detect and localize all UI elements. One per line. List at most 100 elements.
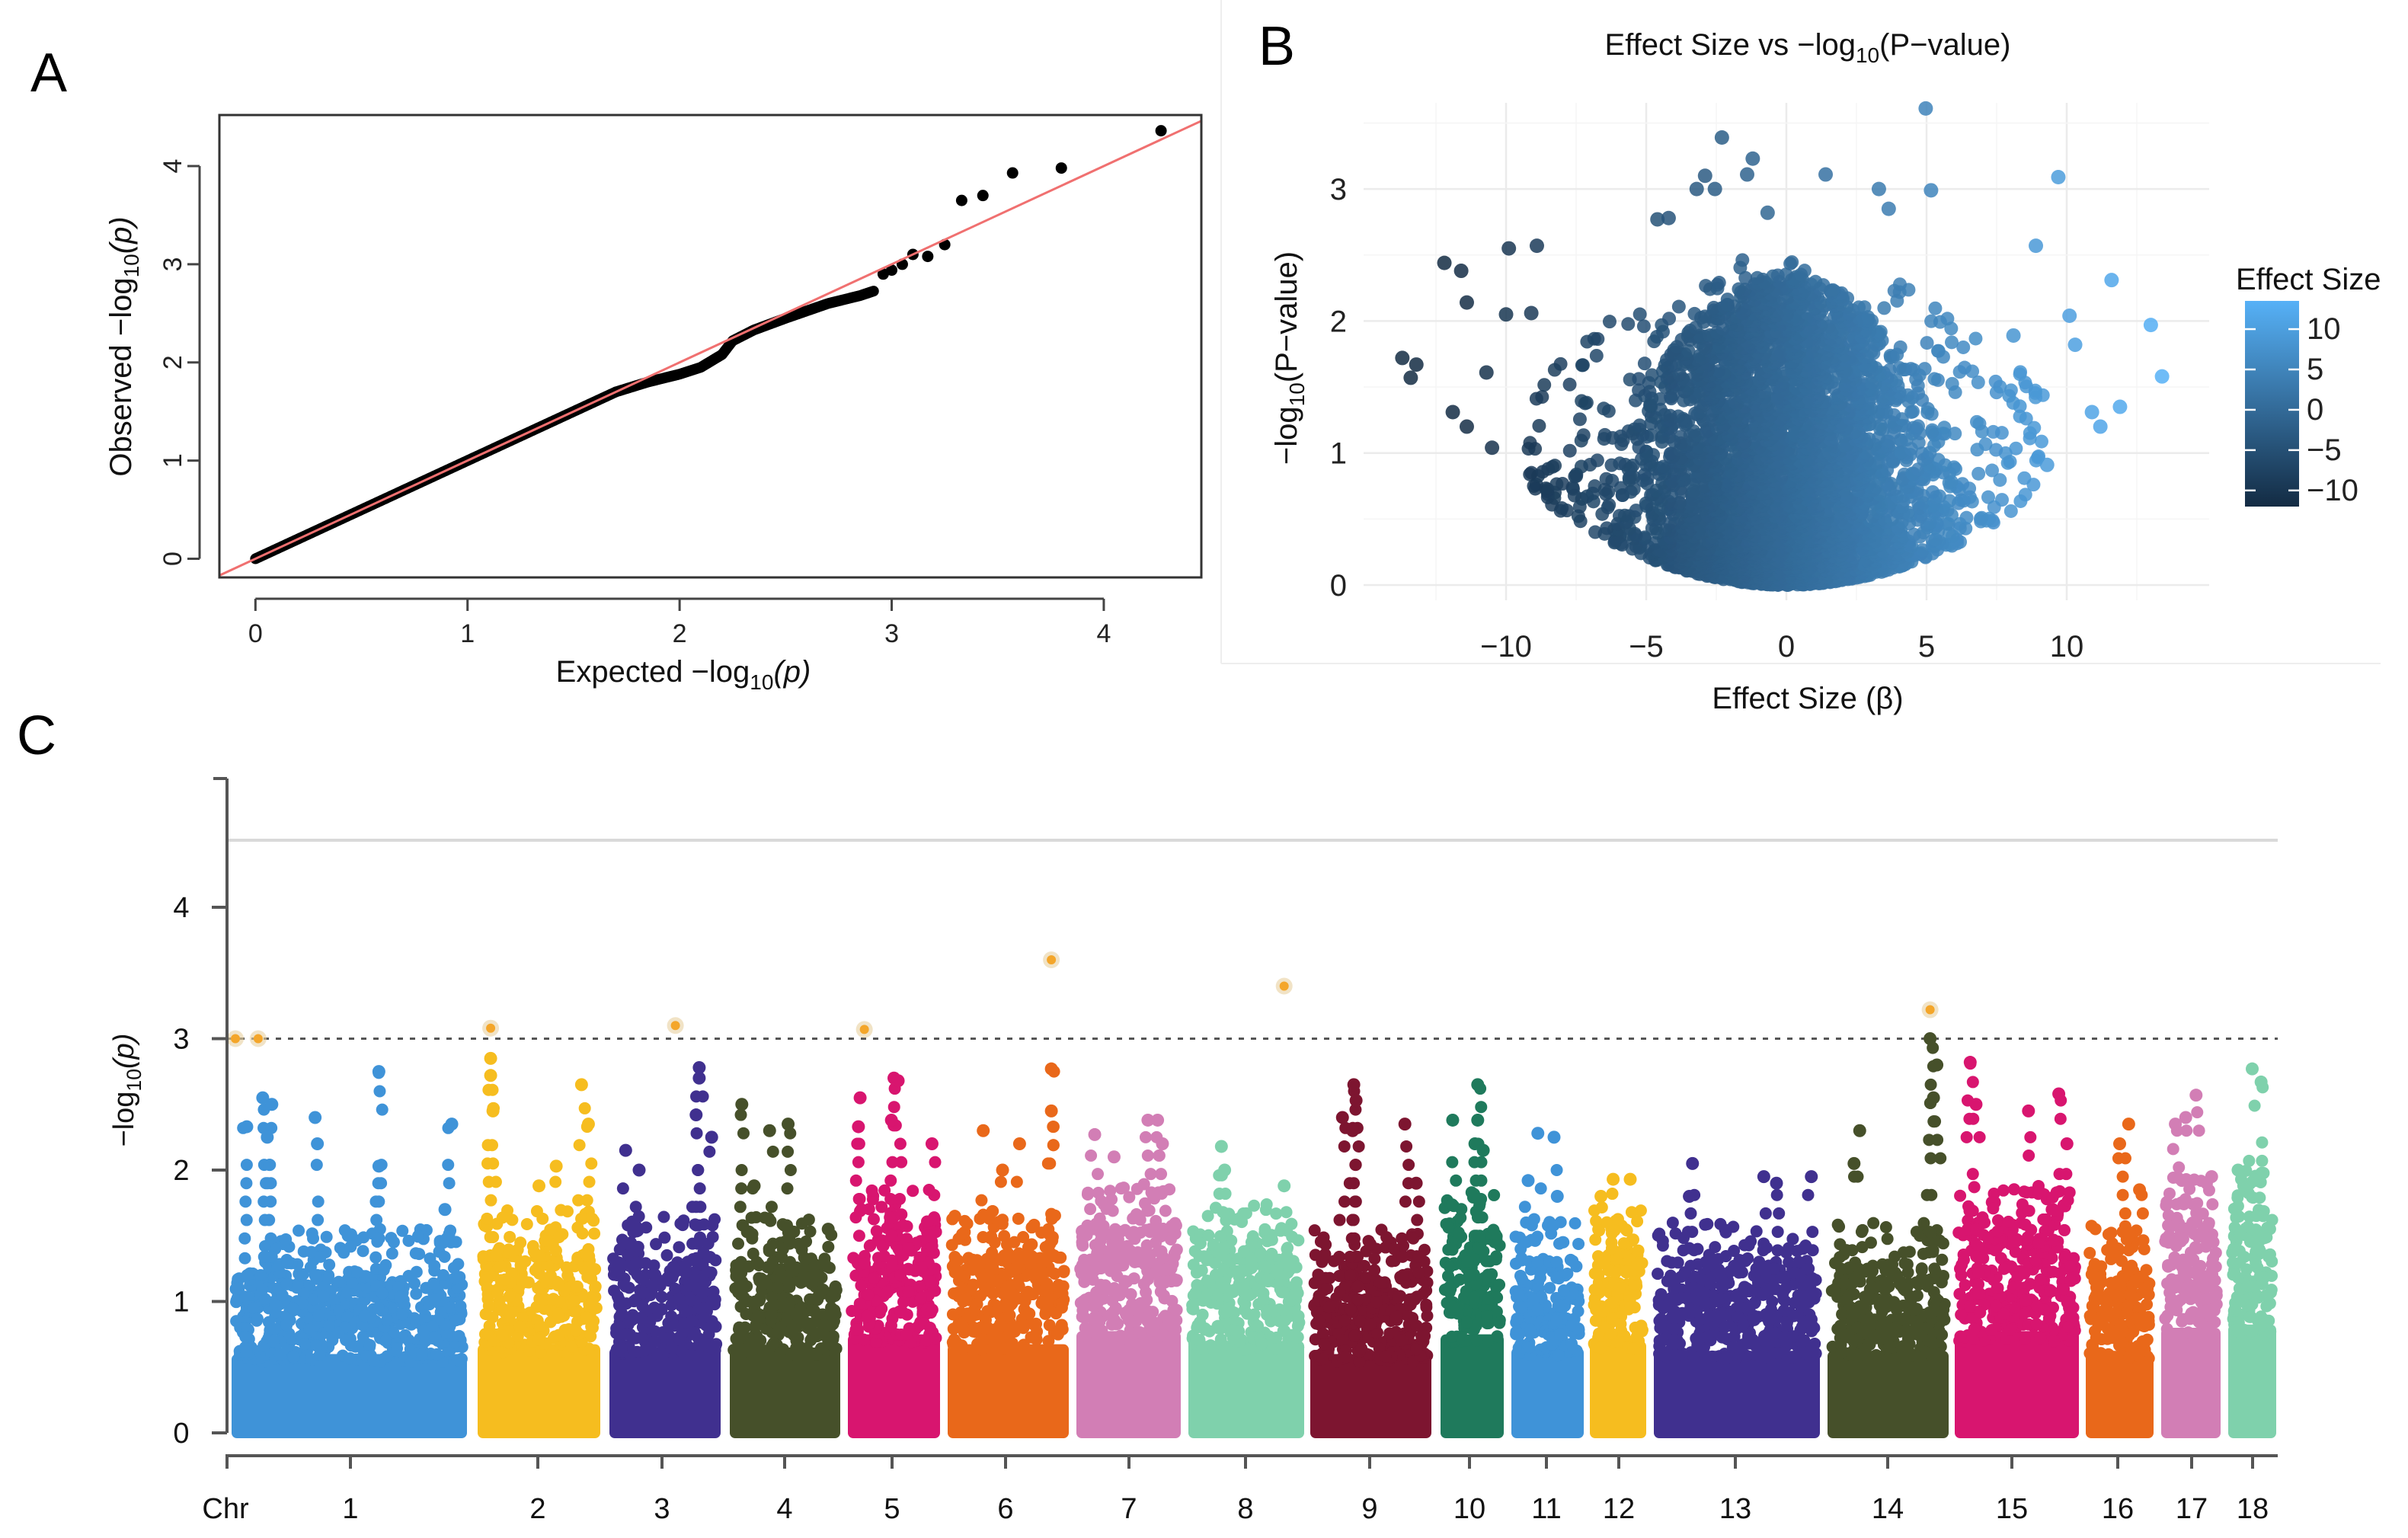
effect-point — [1931, 344, 1946, 358]
effect-point — [1735, 253, 1750, 267]
effect-point — [1985, 463, 2000, 478]
qq-point — [886, 264, 898, 277]
effect-point — [1602, 315, 1617, 329]
qq-x-tick-label: 0 — [248, 619, 263, 648]
effect-point — [1928, 301, 1943, 315]
effect-point — [1575, 394, 1589, 408]
effect-outlier-point — [1529, 238, 1544, 254]
snp-point — [344, 1352, 357, 1365]
effect-y-tick-label: 0 — [1330, 569, 1347, 603]
effect-point — [1587, 331, 1601, 346]
legend-tick-label: 5 — [2307, 353, 2323, 386]
effect-outlier-point — [1871, 181, 1886, 197]
effect-y-tick-label: 3 — [1330, 173, 1347, 206]
effect-outlier-point — [2112, 399, 2128, 414]
effect-point — [2017, 471, 2032, 485]
qq-x-tick-label: 2 — [673, 619, 687, 648]
effect-point — [1662, 312, 1677, 326]
effect-outlier-point — [2084, 404, 2099, 420]
effect-point — [2009, 441, 2023, 456]
effect-point — [1917, 362, 1932, 376]
effect-outlier-point — [1661, 210, 1676, 225]
effect-point — [1857, 300, 1872, 315]
legend-title: Effect Size — [2236, 263, 2381, 296]
effect-point — [1671, 299, 1686, 314]
effect-x-tick-label: 10 — [2050, 630, 2084, 663]
effect-x-tick-label: −5 — [1629, 630, 1664, 663]
effect-outlier-point — [2143, 318, 2158, 333]
effect-point — [1632, 372, 1646, 386]
qq-x-tick-label: 1 — [460, 619, 475, 648]
effect-outlier-point — [1689, 181, 1704, 197]
effect-point — [1588, 479, 1602, 494]
effect-plot-title: Effect Size vs −log10(P−value) — [1605, 28, 2011, 67]
effect-outlier-point — [2062, 308, 2077, 323]
effect-point — [1523, 436, 1537, 450]
qq-y-tick-label: 0 — [158, 552, 187, 566]
effect-point — [1969, 414, 1984, 429]
effect-point — [1971, 466, 1986, 481]
effect-point — [2034, 434, 2048, 449]
effect-point — [1535, 390, 1549, 404]
effect-outlier-point — [2039, 457, 2055, 472]
effect-outlier-point — [1453, 264, 1469, 279]
effect-point — [1968, 331, 1983, 346]
effect-outlier-point — [2067, 337, 2083, 353]
effect-point — [1945, 376, 1959, 391]
effect-point — [1981, 490, 1995, 504]
qq-x-axis-label: Expected −log10(p) — [556, 655, 811, 694]
legend-tick-label: −5 — [2307, 433, 2342, 467]
effect-outlier-point — [1395, 350, 1410, 366]
effect-point — [1945, 335, 1959, 350]
manhattan-points — [227, 951, 2278, 1438]
effect-point — [1576, 428, 1591, 443]
effect-outlier-point — [1739, 167, 1754, 182]
effect-outlier-point — [1924, 183, 1939, 198]
effect-point — [1911, 419, 1926, 433]
effect-outlier-point — [2154, 369, 2170, 384]
effect-outlier-point — [1403, 370, 1418, 385]
effect-outlier-point — [1745, 151, 1760, 166]
effect-outlier-point — [1479, 365, 1494, 380]
effect-point — [1553, 357, 1568, 371]
effect-outlier-point — [1714, 130, 1729, 145]
effect-point — [1590, 453, 1604, 468]
effect-outlier-point — [1524, 305, 1539, 321]
effect-point — [1562, 377, 1577, 392]
effect-x-axis-label: Effect Size (β) — [1712, 682, 1903, 715]
effect-point — [1978, 437, 1993, 452]
snp-point — [410, 1287, 423, 1300]
effect-point — [1925, 423, 1940, 437]
effect-point — [1532, 418, 1546, 433]
effect-outlier-point — [1760, 205, 1775, 220]
qq-reference-line — [219, 120, 1201, 577]
qq-x-tick-label: 4 — [1096, 619, 1111, 648]
qq-y-tick-label: 3 — [158, 257, 187, 271]
effect-x-tick-label: 0 — [1778, 630, 1795, 663]
effect-point — [1926, 484, 1940, 499]
effect-outlier-point — [2104, 273, 2119, 288]
effect-point — [1940, 312, 1955, 326]
effect-outlier-point — [1498, 307, 1514, 322]
effect-point — [1892, 277, 1907, 292]
effect-outlier-point — [1818, 167, 1834, 182]
qq-point — [877, 268, 889, 280]
effect-point — [1636, 319, 1651, 334]
effect-point — [1988, 374, 2003, 388]
effect-point — [1797, 264, 1812, 278]
effect-point — [1637, 357, 1652, 371]
effect-point — [1975, 510, 1989, 525]
effect-point — [1712, 276, 1726, 290]
qq-y-tick-label: 4 — [158, 159, 187, 174]
effect-outlier-point — [2051, 170, 2066, 185]
effect-outlier-point — [1707, 181, 1722, 197]
qq-point — [977, 190, 989, 202]
effect-point — [1613, 456, 1627, 471]
effect-outlier-point — [1445, 404, 1460, 420]
legend-tick-label: 10 — [2307, 312, 2341, 346]
snp-point — [332, 1275, 345, 1288]
